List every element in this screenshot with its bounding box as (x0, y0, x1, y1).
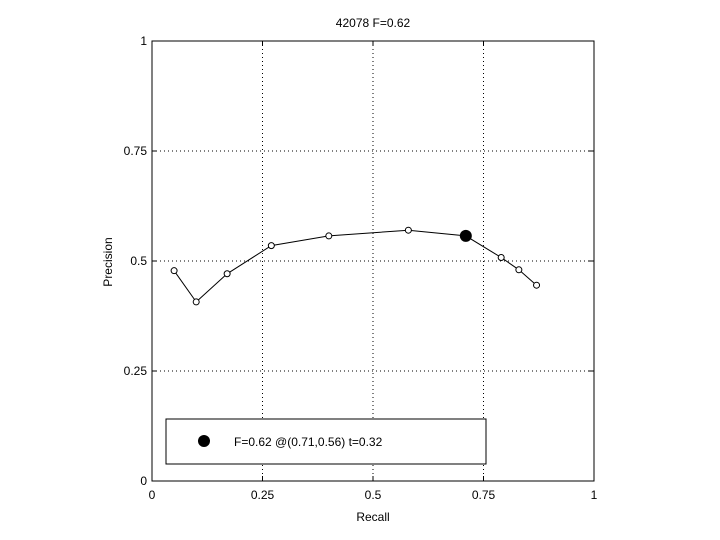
series-line (173, 229, 537, 303)
legend-box (165, 418, 487, 465)
data-point (404, 226, 412, 234)
data-point (515, 266, 523, 274)
data-point (170, 267, 178, 275)
best-f-point (459, 229, 472, 242)
x-tick-label: 0.75 (472, 488, 496, 502)
data-point (533, 281, 541, 289)
y-tick-label: 0 (140, 474, 147, 488)
y-tick-label: 0.5 (130, 254, 147, 268)
x-tick-label: 1 (591, 488, 598, 502)
legend: F=0.62 @(0.71,0.56) t=0.32 (165, 418, 487, 465)
y-tick-label: 0.25 (124, 364, 148, 378)
axis-ticks: 0 0.25 0.5 0.75 1 0 0.25 0.5 0.75 1 (124, 34, 598, 502)
y-tick-label: 1 (140, 34, 147, 48)
chart-title: 42078 F=0.62 (336, 16, 411, 30)
data-point (325, 232, 333, 240)
y-tick-label: 0.75 (124, 144, 148, 158)
legend-label: F=0.62 @(0.71,0.56) t=0.32 (234, 435, 383, 449)
data-point (223, 270, 231, 278)
y-axis-label: Precision (101, 237, 115, 286)
x-tick-label: 0.5 (365, 488, 382, 502)
x-tick-label: 0 (149, 488, 156, 502)
data-point (192, 298, 200, 306)
x-axis-label: Recall (356, 510, 389, 524)
data-point (267, 242, 275, 250)
grid-lines (152, 41, 594, 481)
series-layer (170, 226, 541, 306)
x-tick-label: 0.25 (251, 488, 275, 502)
data-point (497, 253, 505, 261)
legend-marker (198, 435, 210, 447)
